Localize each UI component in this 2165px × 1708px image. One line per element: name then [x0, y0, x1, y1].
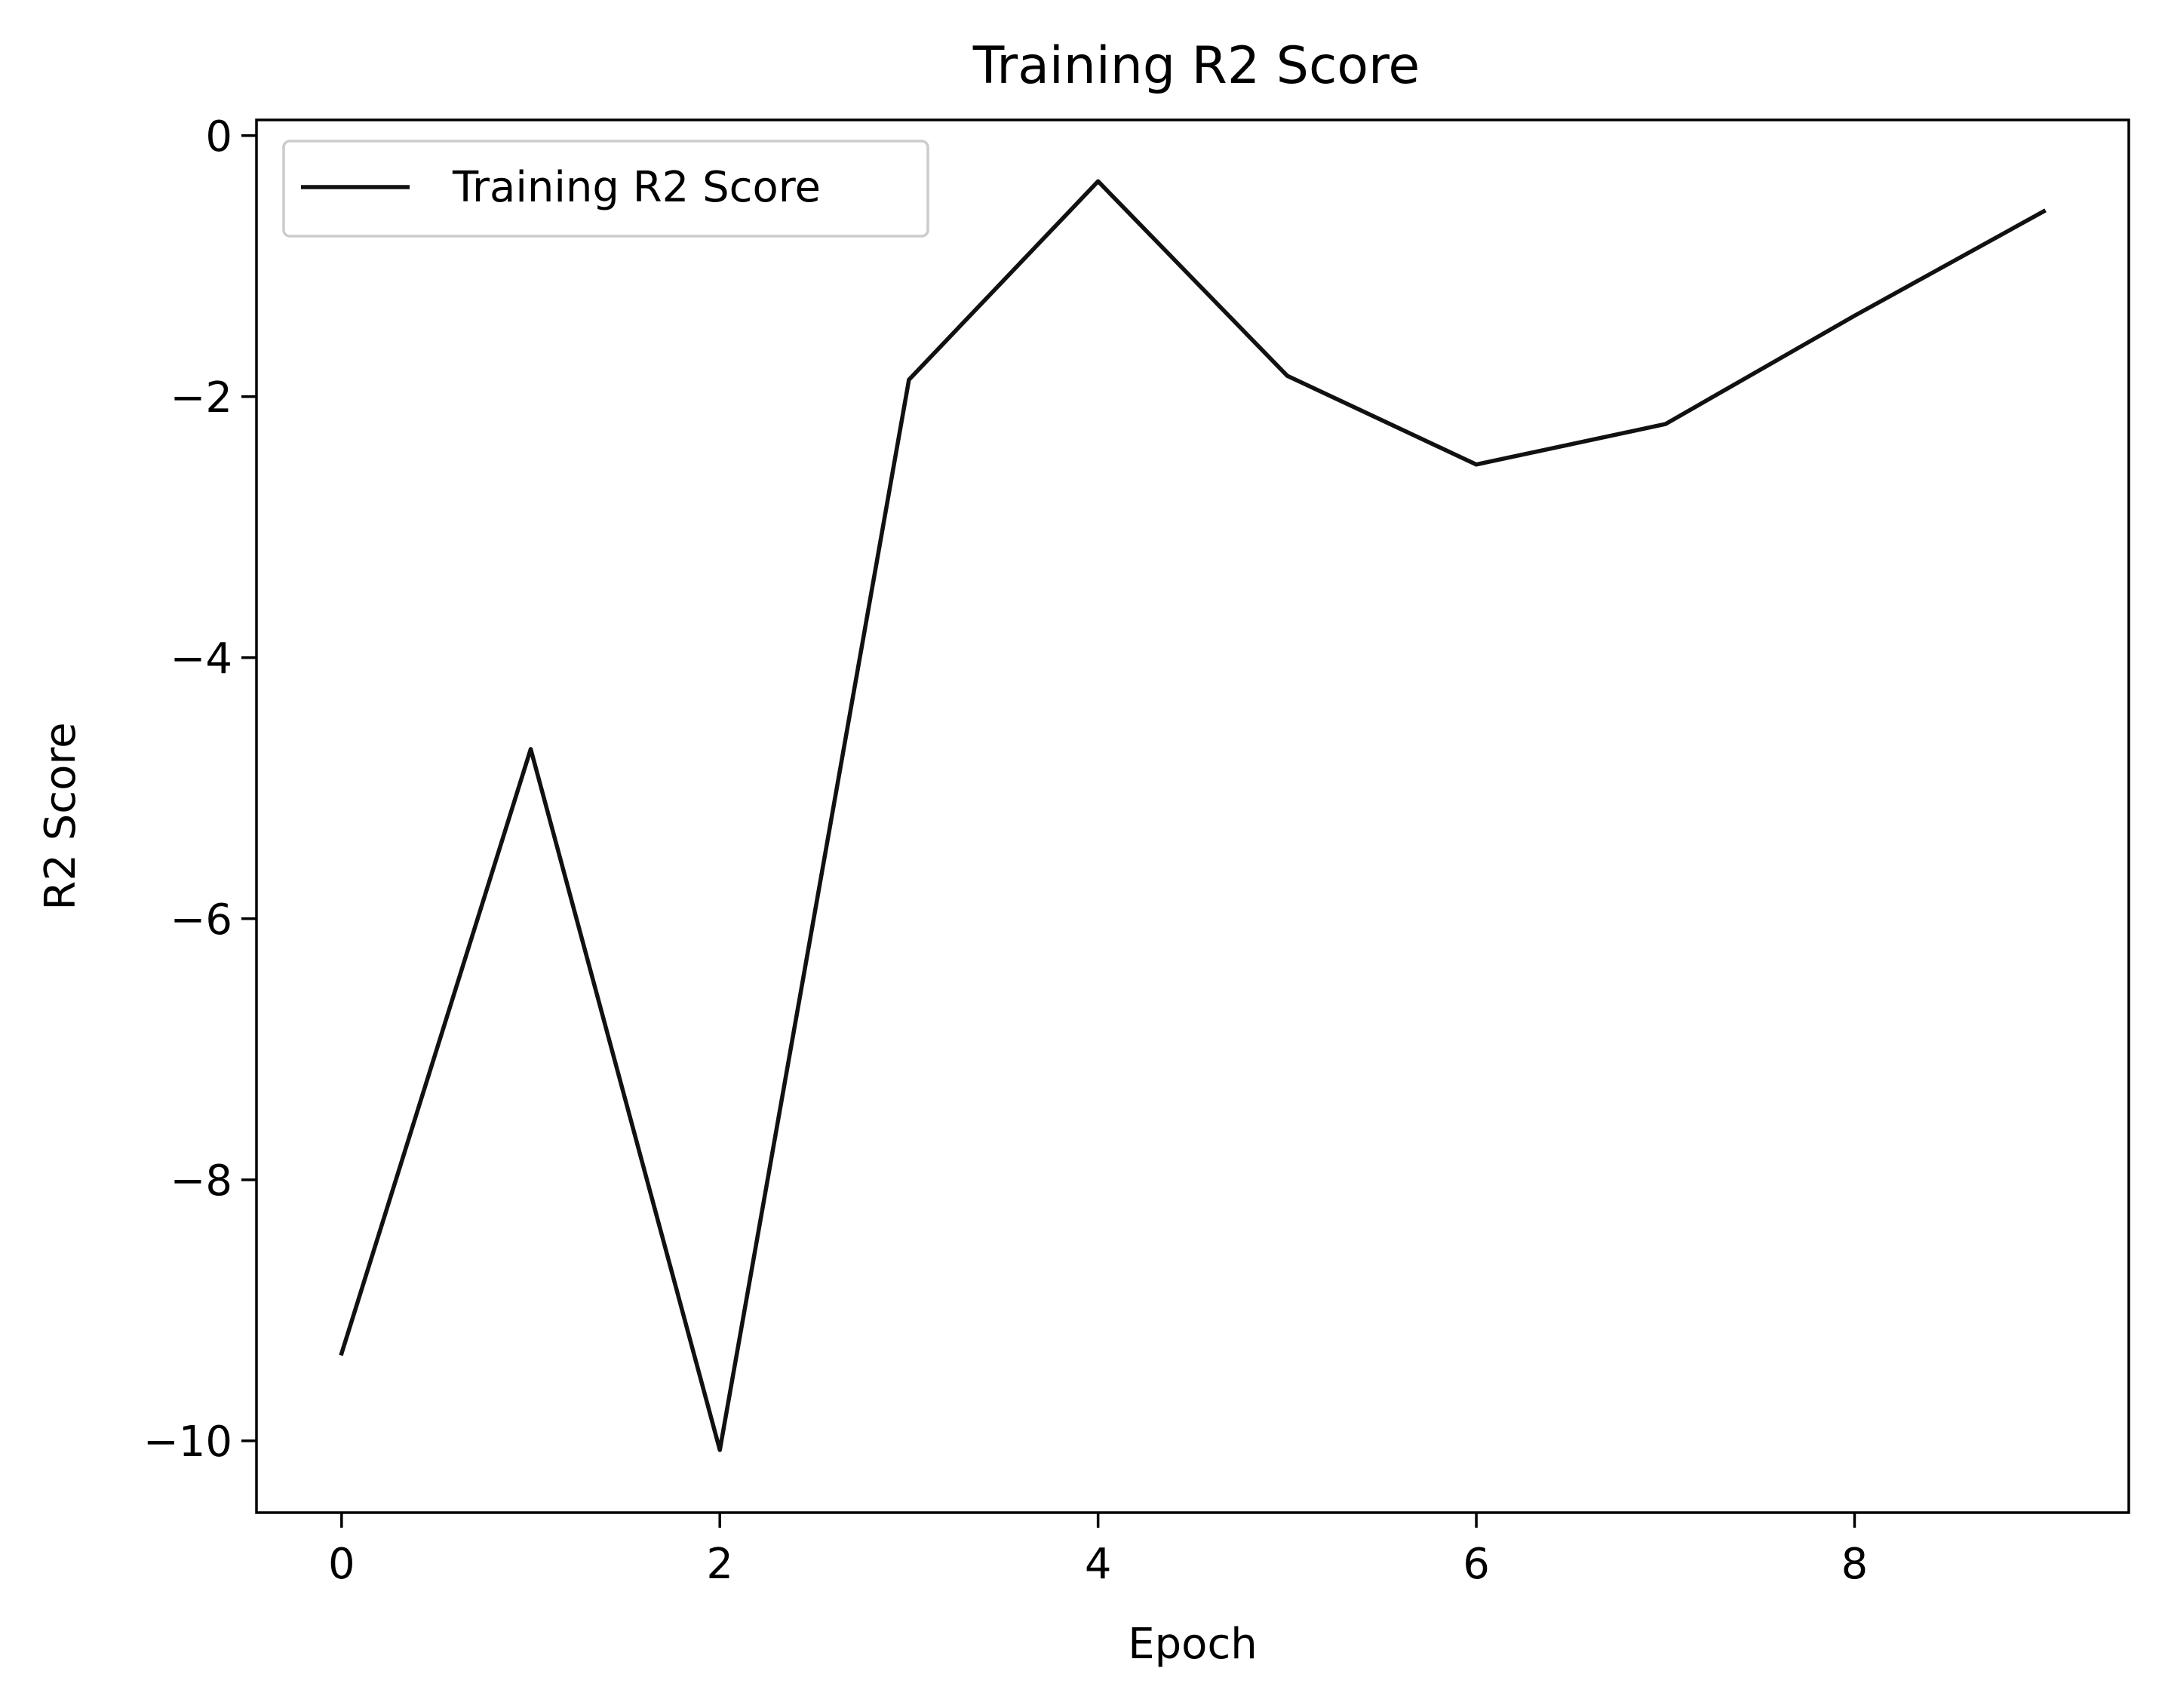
y-tick-label: −8 [170, 1157, 232, 1206]
series-point [2042, 210, 2045, 213]
chart-title: Training R2 Score [972, 36, 1420, 96]
plot-area: 0 2 4 6 8 0 −2 −4 −6 −8 −10 Training R2 Score [143, 112, 2130, 1589]
series-point [1285, 374, 1288, 377]
x-tick-label: 6 [1463, 1540, 1490, 1589]
x-tick-label: 4 [1085, 1540, 1112, 1589]
series-point [340, 1352, 343, 1355]
y-tick-label: −6 [170, 895, 232, 945]
x-tick-label: 2 [706, 1540, 733, 1589]
legend-label: Training R2 Score [452, 163, 821, 212]
x-tick-label: 0 [328, 1540, 355, 1589]
series-point [907, 378, 911, 381]
series-point [1853, 315, 1856, 318]
series-group [339, 179, 2047, 1452]
series-point [1097, 180, 1100, 183]
y-axis-label: R2 Score [36, 722, 85, 910]
series-line [339, 179, 2047, 1452]
x-ticks: 0 2 4 6 8 [328, 1513, 1868, 1589]
legend-box [282, 140, 929, 238]
series-point [530, 748, 533, 751]
y-tick-label: −10 [143, 1418, 232, 1467]
y-tick-label: −4 [170, 634, 232, 684]
y-tick-label: 0 [205, 112, 232, 161]
y-tick-label: −2 [170, 373, 232, 422]
series-point [1664, 422, 1667, 425]
series-point [1475, 463, 1478, 466]
y-ticks: 0 −2 −4 −6 −8 −10 [143, 112, 256, 1467]
axes-frame [255, 118, 2130, 1514]
legend: Training R2 Score [282, 140, 929, 238]
series-point [718, 1448, 721, 1451]
x-tick-label: 8 [1841, 1540, 1869, 1589]
x-axis-label: Epoch [1128, 1620, 1257, 1669]
